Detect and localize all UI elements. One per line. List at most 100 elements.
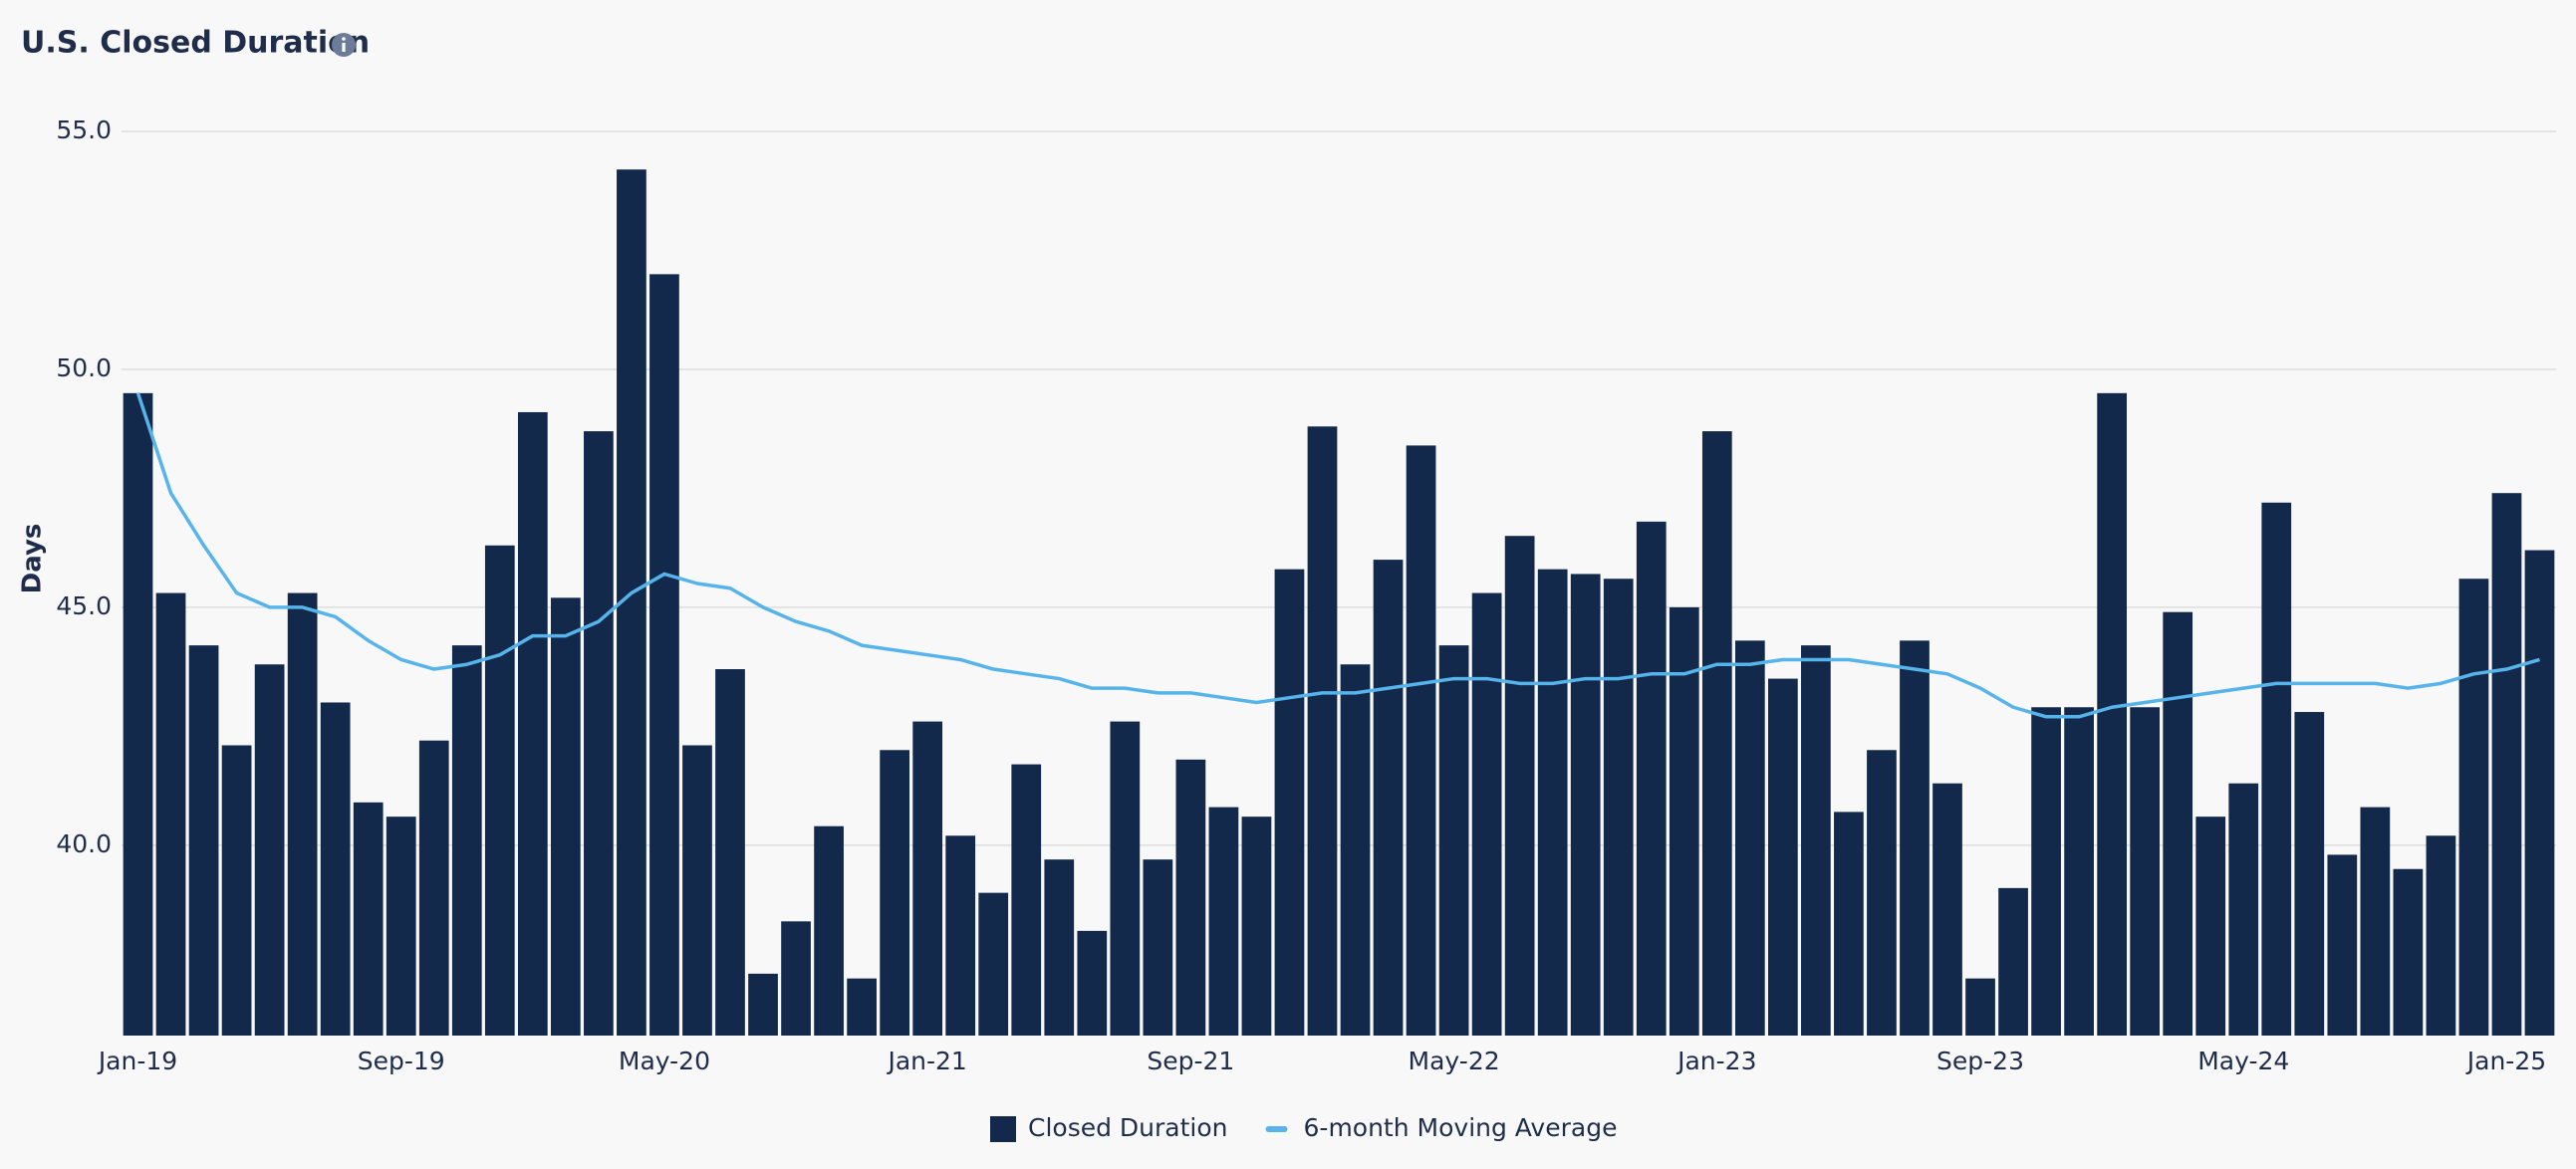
bar	[2195, 817, 2226, 1036]
legend-swatch	[1265, 1126, 1288, 1132]
x-tick-label: May-20	[619, 1047, 710, 1075]
bar	[1932, 783, 1962, 1036]
bar	[320, 702, 351, 1036]
bar	[2458, 579, 2489, 1036]
x-tick-label: Jan-19	[97, 1047, 177, 1075]
bar	[880, 750, 909, 1036]
info-icon-dot	[342, 37, 346, 41]
bar	[814, 825, 844, 1036]
bar	[1998, 887, 2028, 1036]
bar	[2130, 707, 2161, 1036]
bar	[2097, 392, 2127, 1036]
bar	[353, 802, 384, 1036]
bar	[2228, 783, 2259, 1036]
bar	[1965, 978, 1995, 1036]
bar	[1636, 521, 1667, 1036]
bar	[188, 645, 219, 1036]
bar	[2360, 807, 2391, 1036]
x-tick-label: May-22	[1409, 1047, 1500, 1075]
bar	[221, 745, 252, 1036]
x-tick-label: Sep-19	[358, 1047, 445, 1075]
bar	[1175, 759, 1206, 1036]
y-tick-label: 40.0	[56, 829, 112, 858]
x-tick-label: Sep-21	[1147, 1047, 1234, 1075]
legend-label: 6-month Moving Average	[1304, 1113, 1618, 1142]
bar	[748, 973, 778, 1036]
bar	[682, 745, 712, 1036]
bar	[1208, 807, 1239, 1036]
moving-average-line	[135, 392, 2540, 719]
bar	[484, 545, 515, 1036]
bar	[945, 835, 976, 1036]
bar	[287, 592, 318, 1036]
bar	[1044, 859, 1075, 1036]
x-tick-label: May-24	[2197, 1047, 2289, 1075]
bar	[1801, 645, 1831, 1036]
bar	[551, 597, 581, 1036]
info-icon[interactable]	[332, 33, 356, 57]
y-axis-label: Days	[18, 524, 48, 594]
bar	[584, 431, 614, 1036]
bar	[2031, 707, 2061, 1036]
bar	[1307, 426, 1338, 1036]
bar	[2491, 493, 2522, 1036]
bar	[517, 411, 548, 1036]
x-tick-label: Jan-21	[886, 1047, 966, 1075]
legend-swatch	[990, 1116, 1016, 1142]
bar	[451, 645, 482, 1036]
bar	[1834, 812, 1864, 1036]
bar	[912, 721, 943, 1036]
x-tick-label: Jan-25	[2465, 1047, 2546, 1075]
bar	[155, 592, 186, 1036]
bar	[1900, 640, 1930, 1036]
legend-label: Closed Duration	[1028, 1113, 1228, 1142]
bar	[847, 978, 877, 1036]
bar	[1011, 764, 1042, 1036]
bar	[1504, 536, 1535, 1036]
bar	[123, 392, 153, 1036]
y-tick-label: 50.0	[56, 353, 112, 382]
bar	[418, 740, 449, 1036]
bar	[1438, 645, 1469, 1036]
bar	[1867, 750, 1897, 1036]
y-tick-label: 45.0	[56, 591, 112, 620]
bar	[1669, 606, 1699, 1036]
bar	[1340, 664, 1371, 1036]
info-icon-bar	[342, 43, 346, 52]
bar	[1734, 640, 1765, 1036]
bar	[1768, 678, 1798, 1036]
bar	[1471, 592, 1502, 1036]
legend-item[interactable]: 6-month Moving Average	[1265, 1113, 1618, 1142]
chart-title: U.S. Closed Duration	[21, 26, 370, 61]
x-tick-label: Jan-23	[1675, 1047, 1756, 1075]
x-tick-label: Sep-23	[1936, 1047, 2024, 1075]
bar	[386, 817, 416, 1036]
bar	[1274, 569, 1305, 1036]
bar	[1603, 579, 1634, 1036]
bar	[978, 892, 1009, 1036]
bar	[2426, 835, 2456, 1036]
bar	[2261, 502, 2292, 1036]
bar	[2294, 712, 2325, 1036]
bar	[1701, 431, 1732, 1036]
bar	[2327, 854, 2358, 1036]
bar	[649, 274, 679, 1036]
bar	[2393, 868, 2424, 1036]
bar	[1110, 721, 1141, 1036]
bar	[1570, 574, 1601, 1036]
bar	[254, 664, 285, 1036]
bar	[1241, 817, 1272, 1036]
bar	[1143, 859, 1173, 1036]
bar	[715, 669, 745, 1036]
bar	[781, 921, 811, 1036]
bar	[2524, 550, 2555, 1036]
legend-item[interactable]: Closed Duration	[990, 1113, 1228, 1142]
bar	[1537, 569, 1568, 1036]
bar	[1077, 930, 1108, 1036]
y-tick-label: 55.0	[56, 116, 112, 144]
bar	[1373, 560, 1404, 1036]
bar	[1406, 445, 1436, 1036]
bar	[2064, 707, 2094, 1036]
bar	[2163, 611, 2193, 1036]
